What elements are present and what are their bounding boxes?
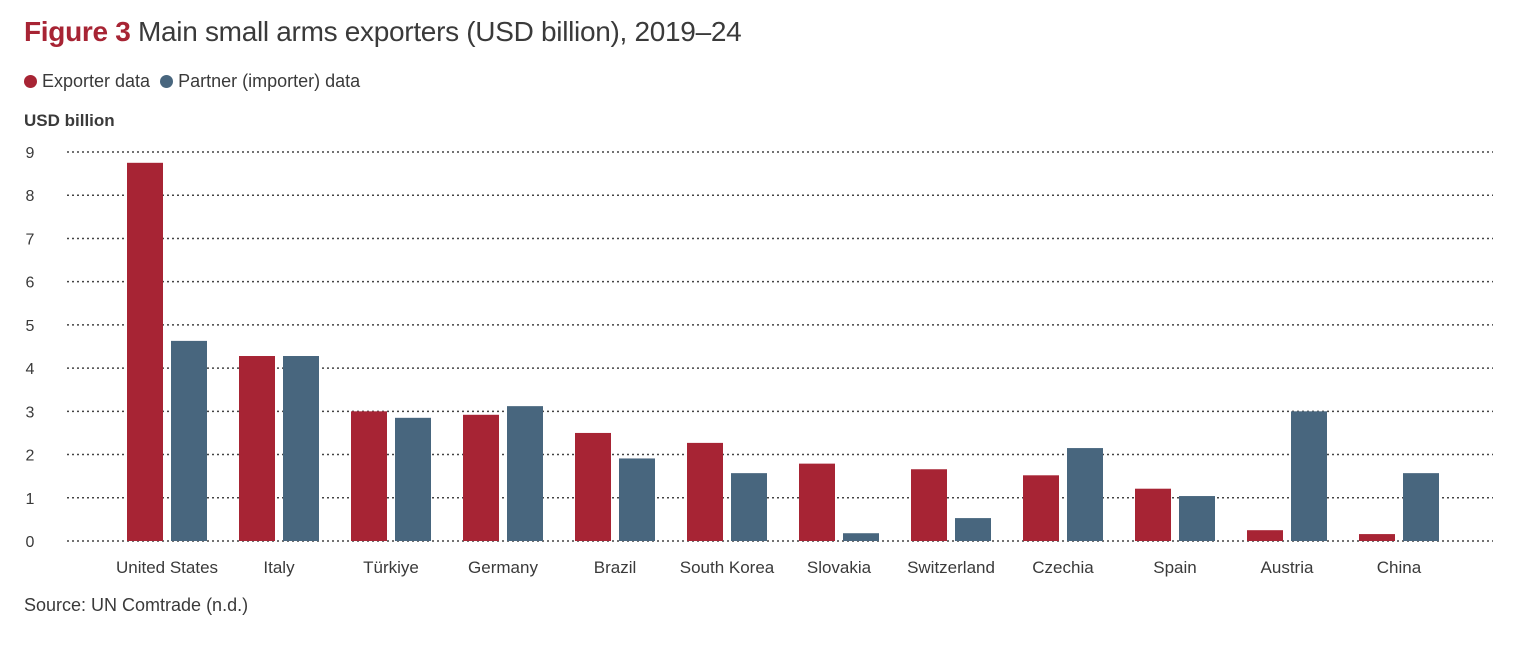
bar-exporter: [1023, 475, 1059, 541]
bar-partner: [1291, 411, 1327, 541]
y-tick-labels: 0 1 2 3 4 5 6 7 8 9: [26, 145, 35, 551]
x-tick-label: Germany: [468, 558, 538, 577]
bar-partner: [731, 473, 767, 541]
legend: Exporter data Partner (importer) data: [24, 71, 370, 92]
y-tick-label: 1: [26, 491, 35, 508]
y-tick-label: 4: [26, 361, 35, 378]
legend-swatch-exporter: [24, 75, 37, 88]
bar-partner: [619, 458, 655, 541]
bar-partner: [1067, 448, 1103, 541]
gridlines: [67, 151, 1493, 542]
bar-partner: [1403, 473, 1439, 541]
bar-exporter: [1247, 530, 1283, 541]
title-text: Main small arms exporters (USD billion),…: [138, 16, 742, 47]
bar-exporter: [239, 356, 275, 541]
bar-exporter: [799, 463, 835, 541]
bar-partner: [1179, 496, 1215, 541]
x-tick-label: Brazil: [594, 558, 637, 577]
bar-partner: [395, 417, 431, 541]
y-tick-label: 6: [26, 275, 35, 292]
y-tick-label: 0: [26, 534, 35, 551]
bar-partner: [283, 356, 319, 541]
bar-exporter: [575, 432, 611, 541]
bar-partner: [955, 518, 991, 541]
x-tick-label: Switzerland: [907, 558, 995, 577]
x-tick-label: Austria: [1261, 558, 1314, 577]
bar-exporter: [687, 442, 723, 541]
y-axis-label: USD billion: [24, 111, 115, 130]
x-tick-labels: United States Italy Türkiye Germany Brazil So…: [116, 558, 1422, 577]
x-tick-label: China: [1377, 558, 1422, 577]
bar-partner: [507, 406, 543, 541]
x-tick-label: South Korea: [680, 558, 775, 577]
x-tick-label: Spain: [1153, 558, 1196, 577]
legend-label-exporter: Exporter data: [42, 71, 151, 91]
legend-label-partner: Partner (importer) data: [178, 71, 361, 91]
y-tick-label: 5: [26, 318, 35, 335]
figure-label: Figure 3: [24, 16, 131, 47]
x-tick-label: Türkiye: [363, 558, 419, 577]
bar-exporter: [911, 469, 947, 541]
bar-exporter: [463, 414, 499, 541]
legend-swatch-partner: [160, 75, 174, 88]
legend-item-partner: Partner (importer) data: [160, 71, 360, 92]
bar-partner: [171, 340, 207, 541]
bar-exporter: [1359, 534, 1395, 541]
bar-exporter: [351, 411, 387, 541]
bar-exporter: [127, 162, 163, 542]
bars: [127, 162, 1439, 542]
y-tick-label: 2: [26, 448, 35, 465]
y-tick-label: 3: [26, 404, 35, 421]
legend-item-exporter: Exporter data: [24, 71, 150, 92]
x-tick-label: Slovakia: [807, 558, 872, 577]
x-tick-label: United States: [116, 558, 218, 577]
source-note: Source: UN Comtrade (n.d.): [24, 595, 249, 615]
y-tick-label: 9: [26, 145, 35, 162]
y-tick-label: 7: [26, 231, 35, 248]
x-tick-label: Italy: [263, 558, 295, 577]
bar-partner: [843, 533, 879, 541]
chart-title: Figure 3 Main small arms exporters (USD …: [24, 16, 742, 48]
x-tick-label: Czechia: [1032, 558, 1094, 577]
bar-exporter: [1135, 488, 1171, 541]
y-tick-label: 8: [26, 188, 35, 205]
